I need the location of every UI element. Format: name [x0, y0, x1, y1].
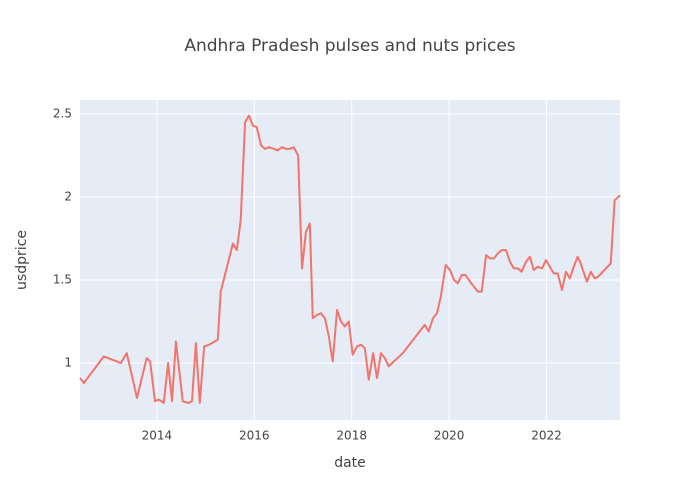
- plot-area: [80, 100, 620, 420]
- line-series: [79, 114, 621, 404]
- x-tick-label: 2018: [336, 429, 367, 443]
- y-tick-label: 2.5: [53, 106, 72, 120]
- x-tick-label: 2014: [142, 429, 173, 443]
- y-tick-label: 2: [64, 189, 72, 203]
- x-axis-label: date: [334, 455, 366, 471]
- y-tick-label: 1: [64, 356, 72, 370]
- chart-title: Andhra Pradesh pulses and nuts prices: [184, 36, 515, 56]
- x-tick-label: 2020: [434, 429, 465, 443]
- x-tick-label: 2016: [239, 429, 270, 443]
- y-axis-label: usdprice: [14, 230, 30, 290]
- x-tick-label: 2022: [531, 429, 562, 443]
- y-tick-label: 1.5: [53, 273, 72, 287]
